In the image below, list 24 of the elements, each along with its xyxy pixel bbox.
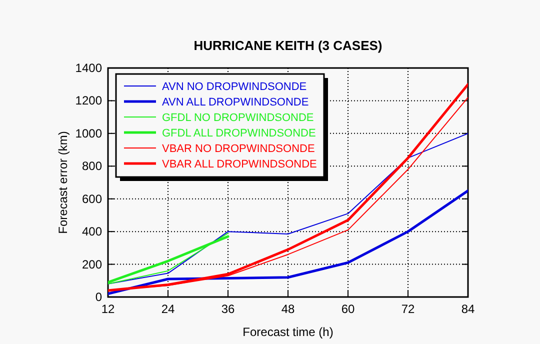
legend-label: GFDL ALL DROPWINDSONDE [162, 128, 316, 140]
y-tick-label: 1000 [75, 126, 102, 140]
x-tick-label: 84 [461, 302, 475, 316]
x-tick-label: 72 [401, 302, 415, 316]
x-tick-label: 48 [281, 302, 295, 316]
y-tick-label: 1400 [75, 61, 102, 75]
y-tick-label: 600 [82, 192, 102, 206]
x-axis-title: Forecast time (h) [242, 325, 334, 339]
y-tick-label: 800 [82, 159, 102, 174]
chart-title: HURRICANE KEITH (3 CASES) [194, 38, 382, 53]
x-tick-label: 24 [161, 302, 175, 316]
y-tick-label: 0 [95, 290, 102, 304]
x-tick-label: 12 [101, 302, 115, 316]
y-tick-label: 400 [82, 224, 102, 239]
legend-label: GFDL NO DROPWINDSONDE [162, 112, 314, 124]
legend-label: AVN ALL DROPWINDSONDE [162, 96, 309, 108]
legend-label: AVN NO DROPWINDSONDE [162, 81, 307, 93]
x-tick-label: 60 [341, 302, 355, 316]
y-tick-label: 200 [82, 257, 102, 272]
x-tick-label: 36 [221, 302, 235, 316]
y-tick-label: 1200 [75, 94, 102, 108]
legend-label: VBAR NO DROPWINDSONDE [162, 143, 315, 155]
legend-label: VBAR ALL DROPWINDSONDE [162, 158, 317, 170]
y-axis-title: Forecast error (km) [56, 131, 70, 234]
